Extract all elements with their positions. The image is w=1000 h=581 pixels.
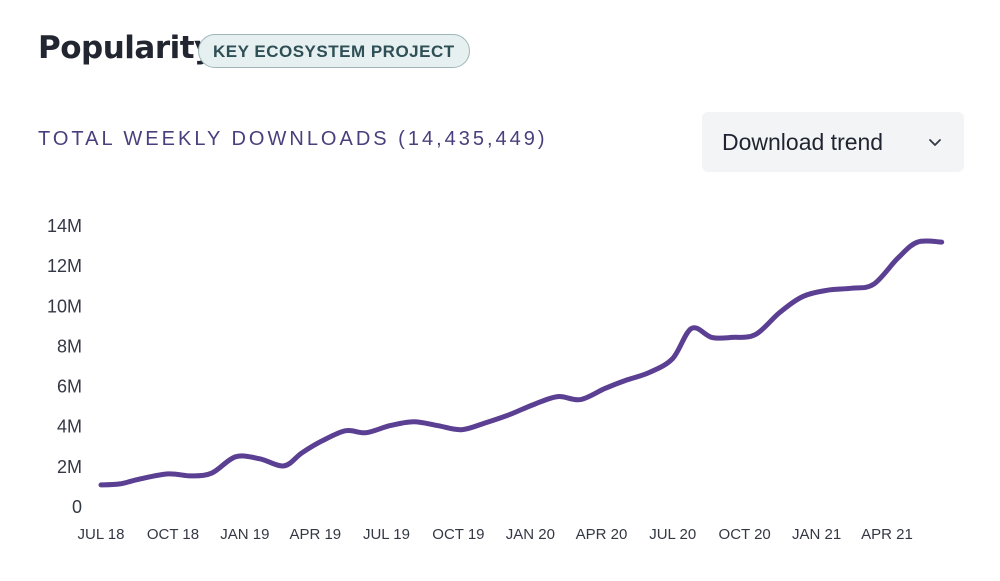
downloads-subtitle: TOTAL WEEKLY DOWNLOADS (14,435,449) [38, 128, 548, 150]
y-tick-label: 4M [57, 417, 82, 437]
x-tick-label: JUL 20 [649, 526, 696, 543]
x-tick-label: JUL 18 [78, 526, 125, 543]
download-trend-select[interactable]: Download trend [702, 112, 964, 172]
data-point [754, 332, 758, 336]
data-point [690, 326, 694, 330]
data-point [258, 457, 262, 461]
data-point [412, 420, 416, 424]
data-point [730, 335, 734, 339]
y-axis: 0 2M 4M 6M 8M 10M 12M 14M [47, 216, 82, 517]
series-line [98, 238, 945, 488]
data-point [778, 310, 782, 314]
data-point [801, 294, 805, 298]
data-point [320, 439, 324, 443]
x-tick-label: OCT 20 [719, 526, 771, 543]
data-point [556, 395, 560, 399]
y-tick-label: 10M [47, 296, 82, 316]
data-point [99, 483, 103, 487]
data-point [532, 403, 536, 407]
data-point [190, 474, 194, 478]
data-point [872, 282, 876, 286]
x-tick-label: JAN 19 [220, 526, 269, 543]
data-point [896, 256, 900, 260]
data-point [647, 371, 651, 375]
series-layer [98, 238, 945, 488]
x-tick-label: JAN 20 [506, 526, 555, 543]
data-point [710, 335, 714, 339]
data-point [603, 387, 607, 391]
x-tick-label: APR 20 [576, 526, 628, 543]
x-tick-label: OCT 18 [147, 526, 199, 543]
data-point [916, 240, 920, 244]
data-point [623, 379, 627, 383]
data-point [826, 288, 830, 292]
y-tick-label: 8M [57, 336, 82, 356]
data-point [940, 240, 944, 244]
y-tick-label: 12M [47, 256, 82, 276]
data-point [388, 424, 392, 428]
chevron-down-icon [929, 139, 941, 146]
data-point [484, 421, 488, 425]
data-point [436, 424, 440, 428]
data-point [364, 431, 368, 435]
data-point [118, 482, 122, 486]
downloads-line-chart: 0 2M 4M 6M 8M 10M 12M 14M JUL 18 OCT 18 JAN 19 APR… [47, 216, 945, 543]
data-point [460, 428, 464, 432]
data-point [210, 471, 214, 475]
y-tick-label: 14M [47, 216, 82, 236]
y-tick-label: 2M [57, 457, 82, 477]
data-point [138, 477, 142, 481]
data-point [578, 398, 582, 402]
data-point [282, 464, 286, 468]
data-point [507, 413, 511, 417]
x-axis: JUL 18 OCT 18 JAN 19 APR 19 JUL 19 OCT 19 JAN … [78, 526, 913, 543]
data-point [671, 357, 675, 361]
select-value: Download trend [722, 128, 884, 155]
data-point [850, 286, 854, 290]
x-tick-label: JAN 21 [792, 526, 841, 543]
data-point [300, 451, 304, 455]
status-badge: KEY ECOSYSTEM PROJECT [198, 34, 470, 68]
data-point [166, 472, 170, 476]
x-tick-label: OCT 19 [432, 526, 484, 543]
data-point [234, 455, 238, 459]
y-tick-label: 0 [72, 497, 82, 517]
data-point [344, 429, 348, 433]
page-title: Popularity [38, 30, 214, 66]
x-tick-label: APR 19 [289, 526, 341, 543]
x-tick-label: JUL 19 [363, 526, 410, 543]
x-tick-label: APR 21 [861, 526, 913, 543]
y-tick-label: 6M [57, 377, 82, 397]
